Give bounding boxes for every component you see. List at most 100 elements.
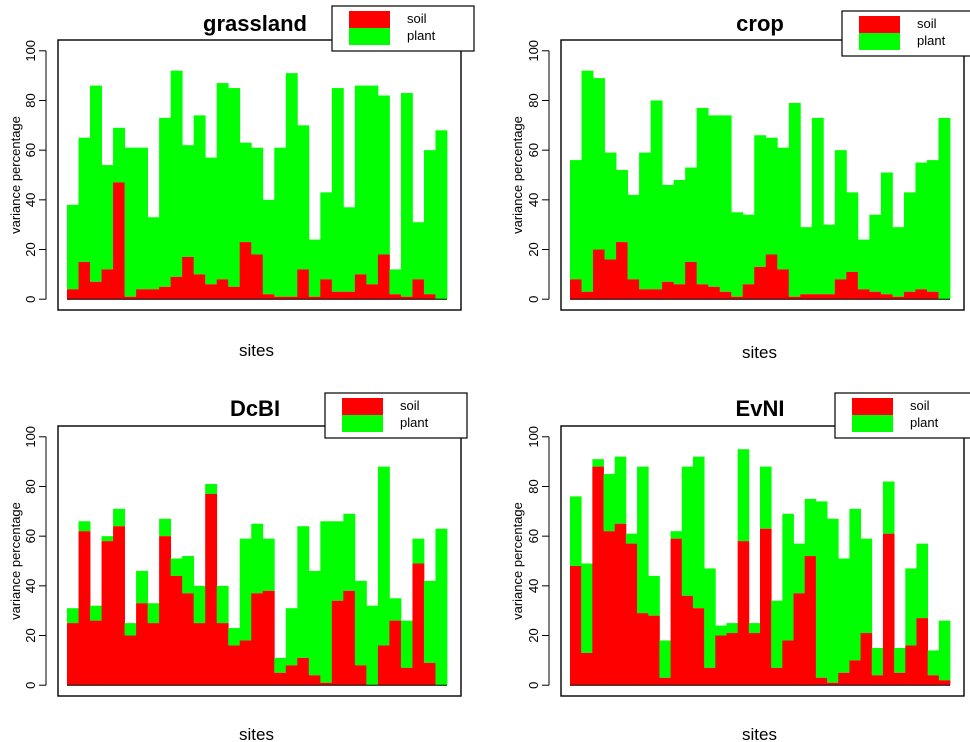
bar-plant [274,657,287,673]
bar-soil [377,254,390,300]
legend-key-plant [852,415,893,432]
legend-key-plant [342,415,383,432]
bar-plant [170,558,183,576]
bar-plant [297,526,310,658]
y-tick-label: 40 [23,579,38,593]
legend-label-plant: plant [910,415,939,430]
bar-soil [216,623,229,686]
bar-plant [771,600,783,668]
bar-soil [760,528,772,686]
bar-soil [748,633,761,686]
bar-plant [793,543,806,594]
bar-soil [205,493,218,686]
y-axis-label: variance percentage [8,502,23,620]
bar-plant [285,73,298,297]
bar-soil [113,526,125,686]
bar-plant [412,538,425,564]
bar-soil [892,296,905,300]
bar-plant [389,598,402,621]
bar-soil [262,294,275,300]
bar-soil [297,269,310,300]
bar-soil [692,608,705,686]
bar-soil [659,677,671,686]
bar-soil [737,541,750,686]
bar-plant [297,125,310,270]
legend-label-plant: plant [917,33,946,48]
y-tick-label: 100 [23,40,38,62]
bar-soil [804,556,817,686]
bar-plant [719,115,732,292]
y-axis-label: variance percentage [510,502,525,620]
bar-soil [423,294,436,300]
y-tick-label: 0 [23,296,38,303]
bar-soil [78,261,91,300]
bar-plant [581,70,594,292]
bar-soil [771,667,783,686]
bar-soil [846,271,859,300]
bar-plant [648,575,660,616]
bar-soil [320,279,333,300]
bar-plant [871,647,884,676]
bar-soil [124,635,137,686]
bar-soil [616,242,628,300]
bar-soil [834,279,847,300]
bar-soil [136,289,149,300]
bar-plant [625,533,638,544]
plot-frame [57,39,462,311]
bar-soil [715,635,727,686]
y-tick-label: 60 [526,143,541,157]
bar-soil [354,665,367,686]
bar-soil [681,595,694,686]
bar-plant [423,580,436,663]
bar-plant [627,194,640,280]
bar-soil [400,667,413,686]
chart-panel-3: EvNI 0 20 40 60 80 100 variance percentage sites… [510,392,970,742]
chart-panel-0: grassland 0 20 40 60 80 100 variance percentage… [8,5,475,360]
chart-panel-2: DcBI 0 20 40 60 80 100 variance percentage sites… [8,392,468,742]
bar-soil [754,266,767,300]
bar-soil [614,523,627,686]
legend-label-soil: soil [910,398,930,413]
y-tick-label: 100 [23,426,38,448]
bar-plant [228,628,241,646]
bar-plant [834,150,847,280]
bar-soil [894,672,906,686]
y-tick-label: 20 [23,242,38,256]
bar-soil [389,294,402,300]
bar-soil [788,296,801,300]
bar-plant [903,192,916,292]
bar-plant [708,115,721,287]
bar-soil [366,284,379,300]
bar-soil [823,294,836,300]
bar-plant [435,130,448,300]
bar-plant [412,222,425,280]
bar-plant [592,459,604,467]
bar-plant [182,556,195,594]
bar-plant [800,227,813,295]
x-axis-label: sites [742,725,777,742]
bar-plant [320,192,333,280]
bar-plant [354,580,367,666]
bar-plant [777,147,790,270]
bar-soil [639,289,652,300]
bar-plant [90,605,102,621]
bar-plant [113,508,125,527]
bar-soil [581,652,593,686]
bar-soil [827,682,839,686]
bar-plant [765,137,778,255]
bar-plant [193,585,206,624]
bar-plant [731,212,744,297]
bar-plant [659,640,671,678]
bar-soil [285,665,298,686]
bar-plant [159,518,172,537]
chart-panel-1: crop 0 20 40 60 80 100 variance percentage sites… [510,10,970,362]
bar-soil [147,289,160,300]
x-axis-label: sites [239,341,274,360]
bar-plant [193,115,206,275]
bar-plant [216,83,229,280]
bar-plant [681,466,694,596]
legend-key-soil [859,16,900,33]
bar-plant [811,117,824,295]
bar-soil [704,667,716,686]
